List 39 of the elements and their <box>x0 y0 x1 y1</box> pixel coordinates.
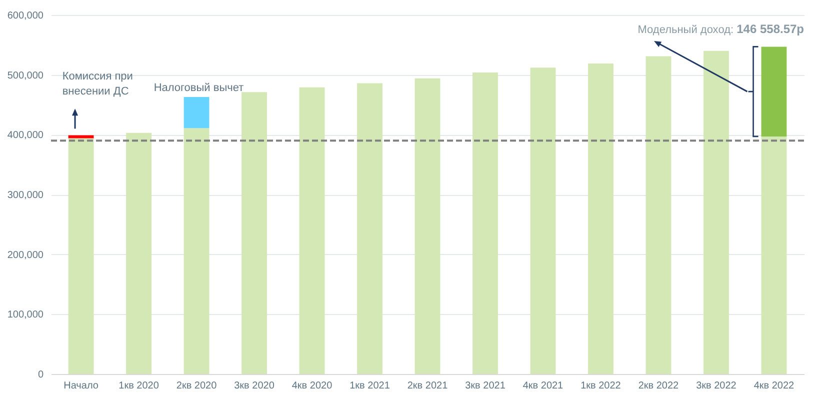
y-tick-label: 100,000 <box>7 310 44 321</box>
annotation: Налоговый вычет <box>154 82 244 94</box>
bar <box>761 46 787 136</box>
x-tick-label: 2кв 2020 <box>176 380 218 392</box>
x-tick-label: 3кв 2020 <box>234 380 275 392</box>
x-tick-label: 1кв 2021 <box>350 380 390 392</box>
y-tick-label: 600,000 <box>7 10 44 22</box>
x-tick-label: 3кв 2021 <box>465 380 506 392</box>
annotation: Комиссия при внесении ДС <box>62 70 133 98</box>
bar <box>646 56 672 374</box>
x-tick-label: 1кв 2022 <box>580 380 622 392</box>
x-tick-label: 2кв 2022 <box>638 380 680 392</box>
y-tick-label: 200,000 <box>7 250 44 261</box>
bar <box>357 83 382 374</box>
x-tick-label: 4кв 2022 <box>754 380 795 392</box>
bar <box>588 63 614 374</box>
bar <box>126 132 152 374</box>
bar <box>472 72 498 374</box>
x-tick-label: 3кв 2022 <box>696 380 737 392</box>
annotation: Модельный доход: 146 558.57р <box>638 22 804 36</box>
y-tick-label: 500,000 <box>7 70 44 82</box>
x-tick-label: 4кв 2020 <box>292 380 333 392</box>
bar <box>184 128 210 374</box>
y-tick-label: 0 <box>38 370 44 380</box>
bar <box>530 68 556 374</box>
bar <box>299 87 325 374</box>
x-tick-label: 2кв 2021 <box>407 380 448 392</box>
bar <box>184 96 210 128</box>
y-tick-label: 300,000 <box>7 190 44 201</box>
bar <box>761 136 787 374</box>
x-tick-label: 4кв 2021 <box>522 380 564 392</box>
bar <box>68 138 94 374</box>
x-tick-label: Начало <box>64 380 99 392</box>
x-tick-label: 1кв 2020 <box>118 380 160 392</box>
bar <box>704 50 729 374</box>
y-tick-label: 400,000 <box>7 130 44 142</box>
bar <box>68 135 94 138</box>
bar <box>242 92 267 374</box>
bar <box>414 78 440 374</box>
